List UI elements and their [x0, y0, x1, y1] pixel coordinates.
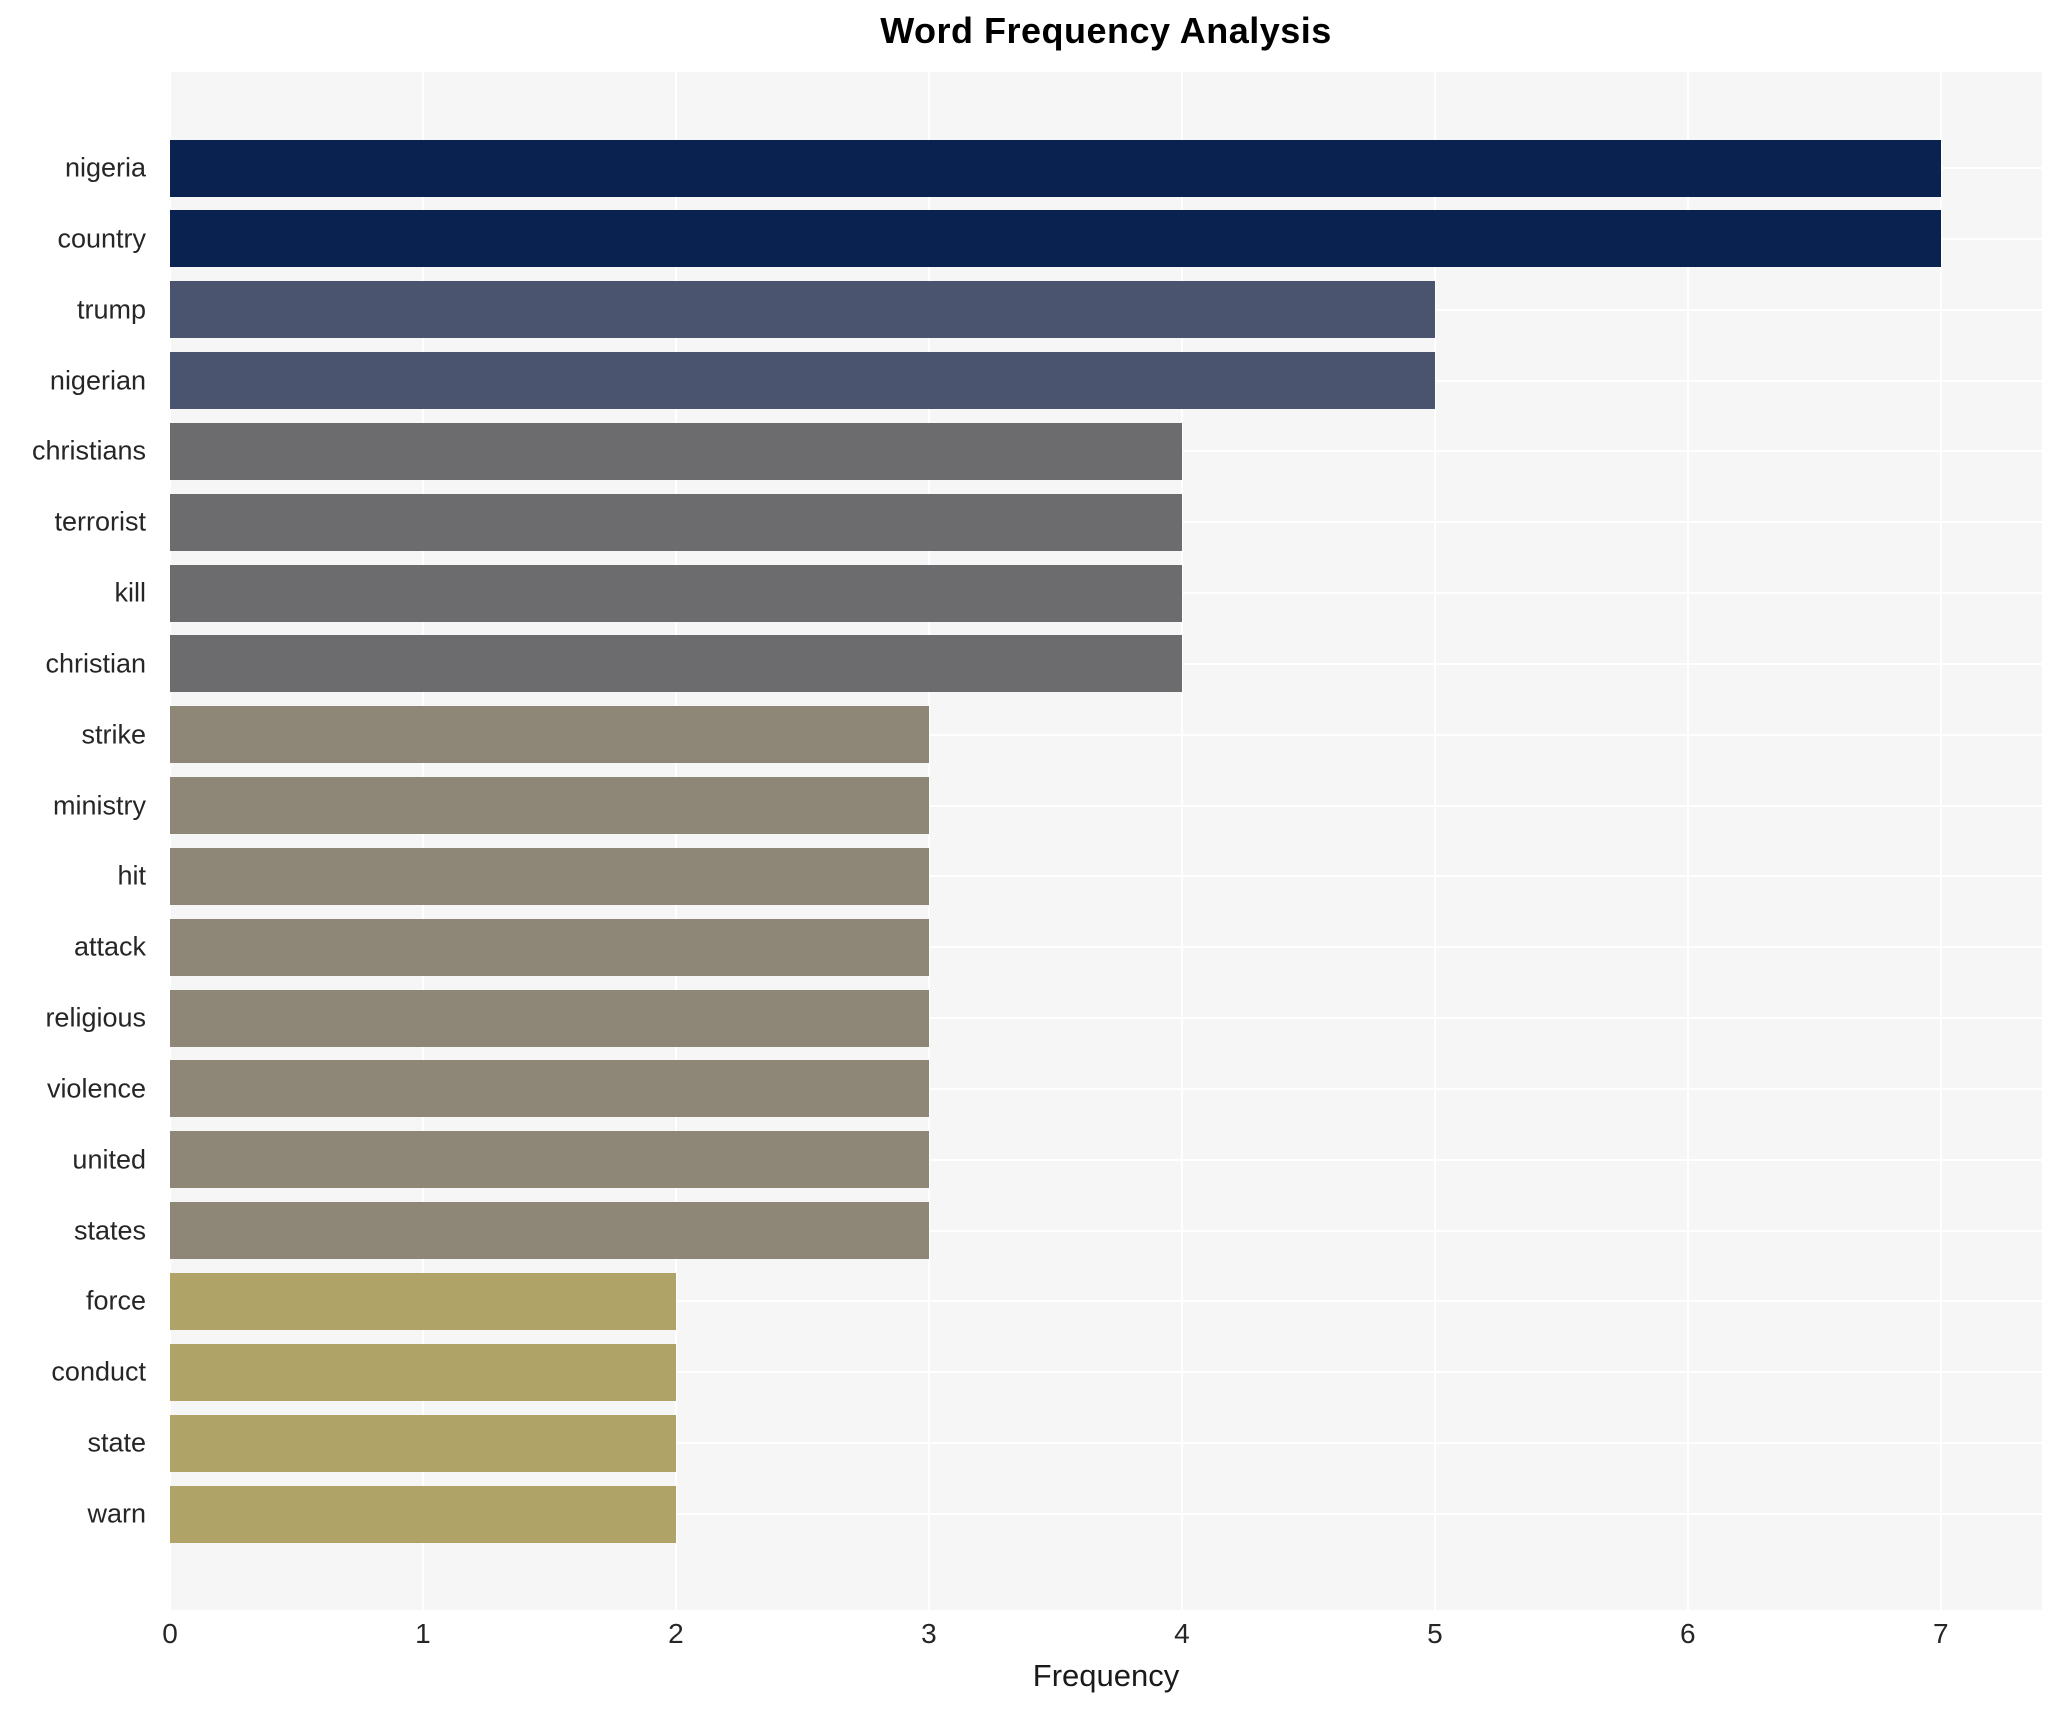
bar-christian: [170, 635, 1182, 693]
bar-kill: [170, 564, 1182, 622]
bar-christians: [170, 422, 1182, 480]
bar-religious: [170, 989, 929, 1047]
y-gridline: [170, 1017, 2042, 1020]
bar-nigeria: [170, 139, 1941, 197]
x-tick-label: 1: [415, 1618, 431, 1649]
y-tick-label-warn: warn: [87, 1498, 146, 1529]
x-tick-label: 7: [1933, 1618, 1949, 1649]
y-tick-label-violence: violence: [46, 1073, 146, 1104]
bar-violence: [170, 1060, 929, 1118]
bar-united: [170, 1131, 929, 1189]
bar-hit: [170, 847, 929, 905]
x-gridline: [674, 72, 677, 1610]
y-tick-label-christians: christians: [31, 435, 146, 466]
x-gridline: [1939, 72, 1942, 1610]
y-gridline: [170, 1513, 2042, 1515]
y-tick-label-hit: hit: [117, 860, 146, 891]
y-gridline: [170, 1442, 2042, 1445]
y-tick-label-conduct: conduct: [51, 1356, 146, 1387]
x-tick-label: 5: [1427, 1618, 1443, 1649]
y-tick-label-trump: trump: [76, 294, 146, 325]
bar-country: [170, 210, 1941, 268]
y-tick-label-attack: attack: [73, 931, 146, 962]
x-gridline: [1180, 72, 1183, 1610]
x-tick-label: 4: [1174, 1618, 1190, 1649]
y-gridline: [170, 804, 2042, 807]
bar-strike: [170, 706, 929, 764]
x-tick-label: 0: [162, 1618, 178, 1649]
y-tick-label-force: force: [85, 1285, 146, 1316]
x-axis-title: Frequency: [1032, 1658, 1180, 1693]
bar-attack: [170, 918, 929, 976]
x-gridline: [1686, 72, 1689, 1610]
y-tick-label-kill: kill: [114, 577, 147, 608]
y-tick-label-state: state: [87, 1427, 146, 1458]
y-tick-label-christian: christian: [45, 648, 146, 679]
y-tick-label-united: united: [72, 1144, 146, 1175]
x-axis-ticks: 0 1 2 3 4 5 6 7: [0, 1618, 2050, 1652]
x-gridline: [421, 72, 424, 1610]
x-gridline: [169, 72, 171, 1610]
y-tick-label-ministry: ministry: [53, 790, 146, 821]
bar-conduct: [170, 1343, 676, 1401]
y-gridline: [170, 1087, 2042, 1090]
chart-title: Word Frequency Analysis: [880, 10, 1332, 51]
y-gridline: [170, 1229, 2042, 1232]
y-tick-label-strike: strike: [81, 719, 146, 750]
plot-area: [169, 72, 2042, 1610]
bar-state: [170, 1414, 676, 1472]
y-gridline: [170, 1158, 2042, 1161]
x-gridline: [1433, 72, 1436, 1610]
y-tick-label-nigerian: nigerian: [49, 365, 146, 396]
y-tick-label-terrorist: terrorist: [54, 506, 146, 537]
y-tick-label-nigeria: nigeria: [64, 152, 146, 183]
y-tick-label-religious: religious: [45, 1002, 146, 1033]
x-gridline: [927, 72, 930, 1610]
y-gridline: [170, 1371, 2042, 1374]
bar-ministry: [170, 777, 929, 835]
x-tick-label: 6: [1680, 1618, 1696, 1649]
bar-nigerian: [170, 352, 1435, 410]
bar-terrorist: [170, 493, 1182, 551]
y-axis-labels: nigeria country trump nigerian christians ter…: [0, 72, 158, 1610]
y-tick-label-states: states: [73, 1215, 146, 1246]
bar-trump: [170, 281, 1435, 339]
y-tick-label-country: country: [57, 223, 146, 254]
y-gridline: [170, 1300, 2042, 1303]
x-tick-label: 3: [921, 1618, 937, 1649]
bar-force: [170, 1272, 676, 1330]
x-tick-label: 2: [668, 1618, 684, 1649]
y-gridline: [170, 946, 2042, 949]
y-gridline: [170, 733, 2042, 736]
bar-warn: [170, 1485, 676, 1543]
y-gridline: [170, 875, 2042, 878]
bar-states: [170, 1202, 929, 1260]
